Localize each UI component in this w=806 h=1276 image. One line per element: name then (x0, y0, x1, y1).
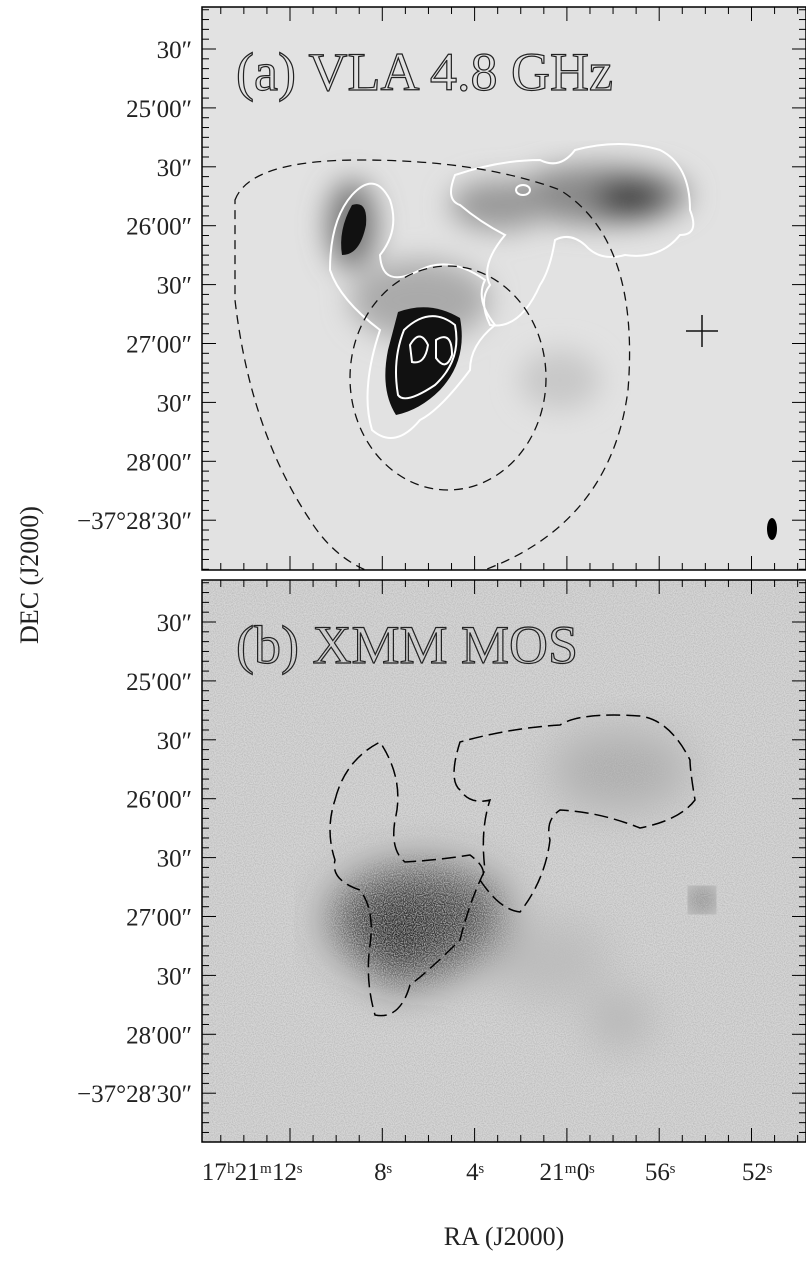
frame (201, 6, 806, 571)
y-tick-label: 30″ (157, 610, 192, 637)
y-tick-label: 30″ (157, 37, 192, 64)
y-tick-label: 30″ (157, 728, 192, 755)
y-tick-label: −37°28′30″ (77, 1081, 192, 1108)
y-tick-label: 27′00″ (126, 332, 192, 359)
y-axis-label: DEC (J2000) (15, 506, 44, 644)
x-axis-label: RA (J2000) (444, 1222, 565, 1251)
y-tick-label: 30″ (157, 846, 192, 873)
panel-title: (b) XMM MOS (236, 615, 578, 675)
x-tick-label: 56ˢ (645, 1159, 675, 1186)
ticks: 30″ 25′00″ 30″ 26′00″ 30″ 27′00″ 30″ 28′00″ −37°… (77, 7, 806, 1186)
y-tick-label: 30″ (157, 963, 192, 990)
y-tick-label: 28′00″ (126, 1022, 192, 1049)
y-tick-label: 30″ (157, 273, 192, 300)
y-tick-label: 28′00″ (126, 449, 192, 476)
y-tick-label: 25′00″ (126, 96, 192, 123)
x-tick-label: 4ˢ (466, 1159, 484, 1186)
y-tick-label: 25′00″ (126, 669, 192, 696)
y-tick-label: −37°28′30″ (77, 508, 192, 535)
y-tick-label: 30″ (157, 390, 192, 417)
x-tick-label: 17ʰ21ᵐ12ˢ (202, 1159, 303, 1186)
y-tick-label: 27′00″ (126, 905, 192, 932)
y-tick-label: 26′00″ (126, 787, 192, 814)
x-tick-label: 52ˢ (742, 1159, 772, 1186)
x-tick-label: 21ᵐ0ˢ (539, 1159, 594, 1186)
panel-title: (a) VLA 4.8 GHz (236, 42, 613, 102)
x-tick-label: 8ˢ (374, 1159, 392, 1186)
y-tick-label: 26′00″ (126, 214, 192, 241)
y-tick-label: 30″ (157, 155, 192, 182)
panel-a-image: (a) VLA 4.8 GHz (202, 7, 806, 570)
frame (201, 579, 806, 1143)
panel-b-image: (b) XMM MOS (202, 580, 806, 1142)
